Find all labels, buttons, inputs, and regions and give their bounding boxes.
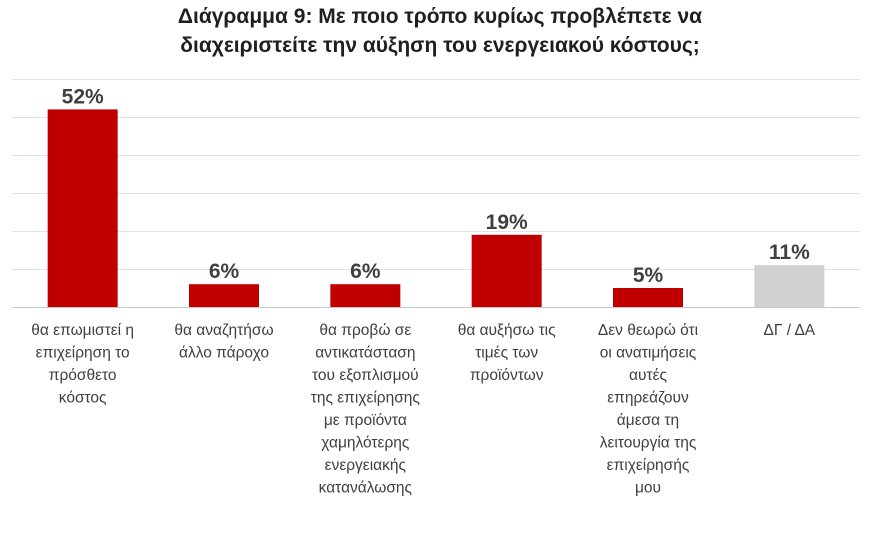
- category-label: Δεν θεωρώ ότι οι ανατιμήσεις αυτές επηρεάζο…: [598, 322, 698, 497]
- bar: [471, 234, 542, 307]
- data-label: 52%: [62, 85, 104, 108]
- chart-title-line-2: διαχειριστείτε την αύξηση του ενεργειακο…: [180, 34, 700, 57]
- chart-title: Διάγραμμα 9: Με ποιο τρόπο κυρίως προβλέ…: [0, 2, 880, 60]
- data-label: 5%: [633, 264, 664, 287]
- category-label: θα αυξήσω τις τιμές των προϊόντων: [458, 322, 556, 384]
- category-labels: θα επωμιστεί η επιχείρηση το πρόσθετο κόστο…: [31, 322, 816, 497]
- bar: [189, 284, 259, 307]
- chart-title-line-1: Διάγραμμα 9: Με ποιο τρόπο κυρίως προβλέ…: [177, 5, 703, 28]
- data-label: 6%: [350, 260, 381, 283]
- bar: [754, 265, 825, 307]
- category-label: θα επωμιστεί η επιχείρηση το πρόσθετο κόστο…: [31, 322, 134, 407]
- bar: [613, 288, 683, 307]
- data-labels: 52% 6% 6% 19% 5% 11%: [62, 85, 810, 287]
- bar: [47, 109, 118, 308]
- category-label: ΔΓ / ΔΑ: [764, 322, 816, 339]
- bars: [47, 109, 825, 308]
- category-label: θα αναζητήσω άλλο πάροχο: [174, 322, 273, 362]
- category-label: θα προβώ σε αντικατάσταση του εξοπλισμού τη…: [311, 322, 420, 497]
- bar: [330, 284, 401, 307]
- data-label: 11%: [769, 241, 810, 264]
- data-label: 19%: [486, 211, 528, 234]
- gridlines: [12, 79, 860, 308]
- data-label: 6%: [209, 260, 240, 283]
